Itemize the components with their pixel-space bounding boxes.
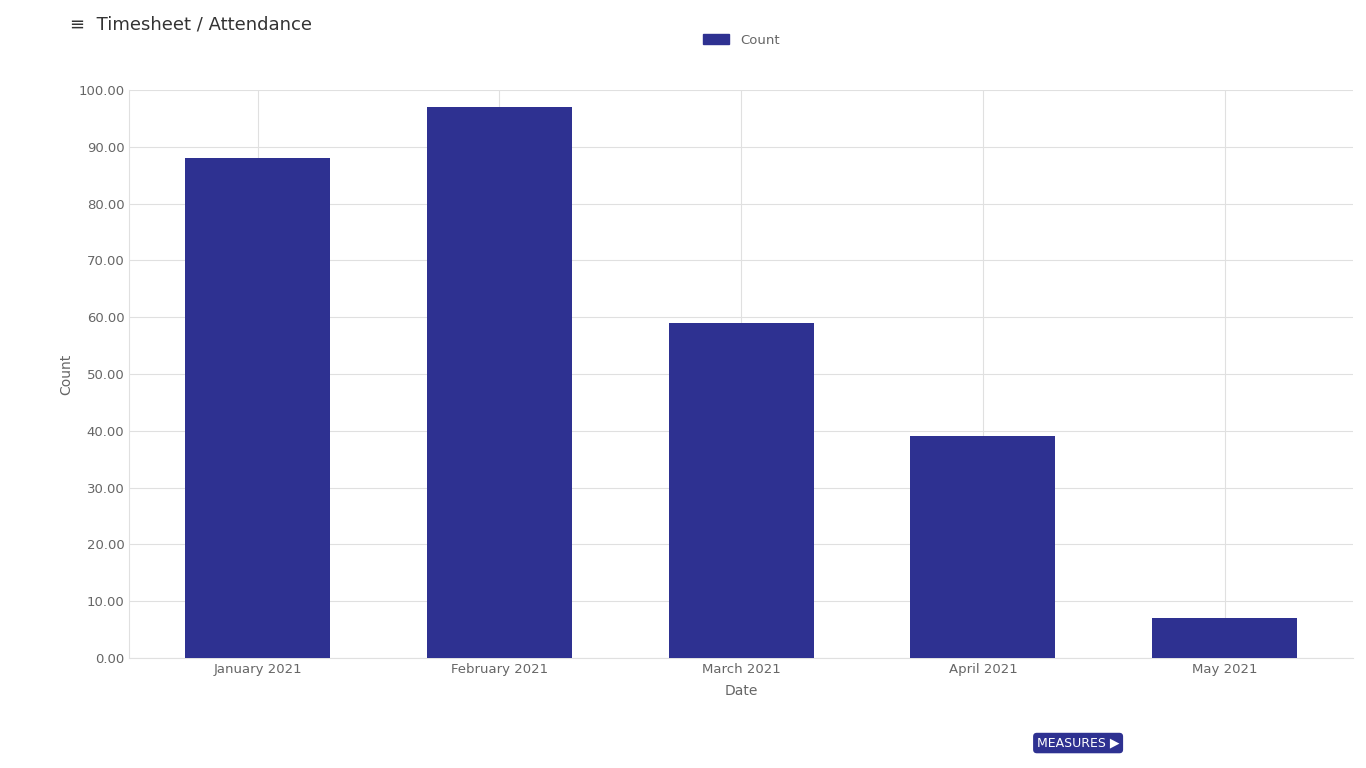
- Text: ≡  Timesheet / Attendance: ≡ Timesheet / Attendance: [71, 16, 313, 34]
- Text: MEASURES ▶: MEASURES ▶: [1037, 737, 1119, 750]
- Bar: [910, 436, 1056, 658]
- Legend: Count: Count: [698, 28, 784, 52]
- X-axis label: Date: Date: [724, 684, 758, 698]
- Bar: [184, 158, 331, 658]
- Y-axis label: Count: Count: [59, 353, 72, 395]
- Bar: [668, 323, 814, 658]
- Bar: [1152, 618, 1298, 658]
- Bar: [426, 107, 572, 658]
